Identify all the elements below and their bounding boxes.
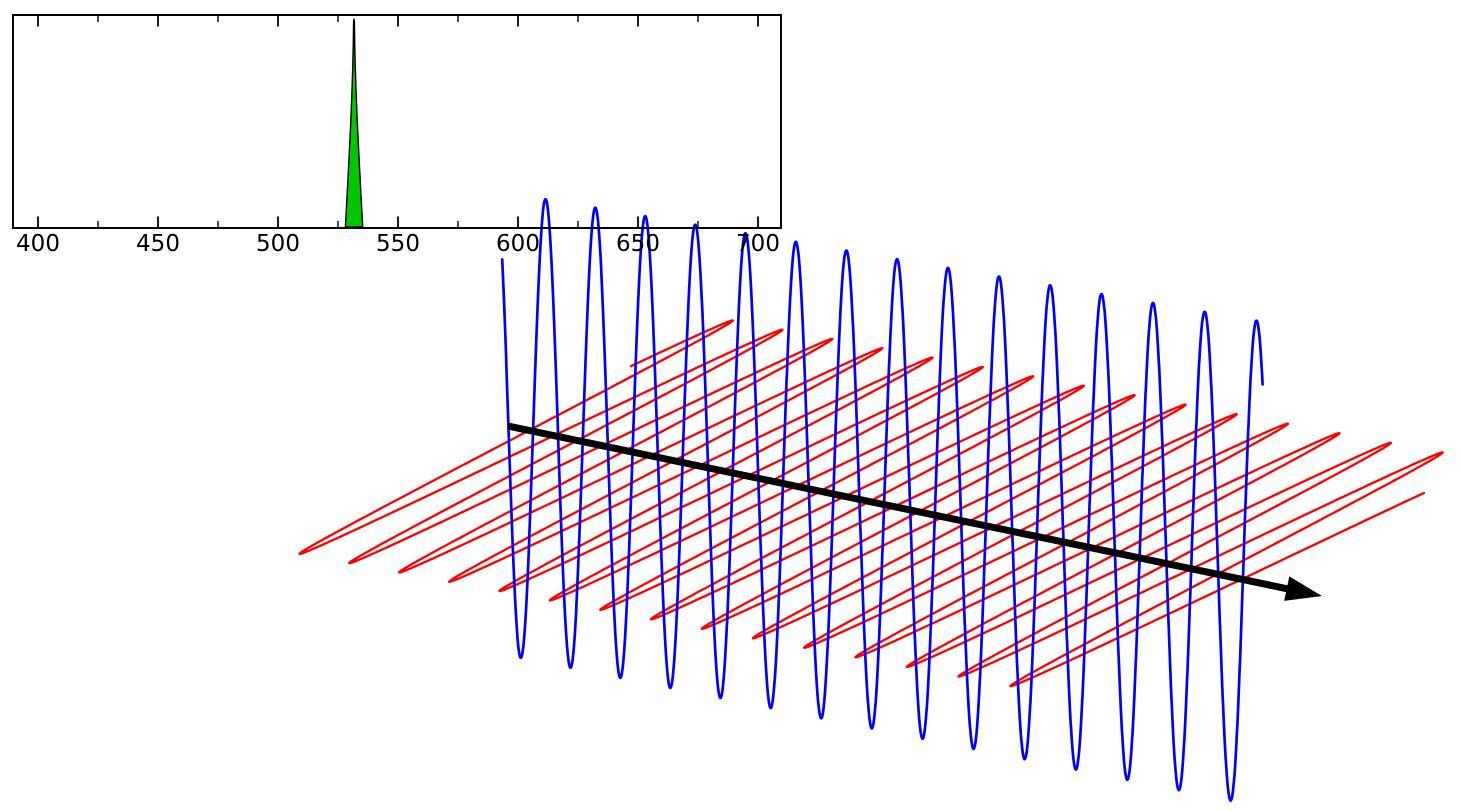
x-tick-label: 600 [496, 231, 540, 257]
x-tick-label: 650 [616, 231, 660, 257]
spectrum-plot: 400 450 500 550 600 650 700 [12, 14, 782, 257]
x-tick-label: 550 [376, 231, 420, 257]
b-field-curve [298, 319, 1444, 688]
spectrum-frame [12, 14, 782, 229]
x-tick-label: 450 [136, 231, 180, 257]
emission-peak [344, 18, 364, 228]
e-field-curve [500, 197, 1264, 802]
propagation-arrow-head [1284, 576, 1322, 601]
x-tick-label: 400 [16, 231, 60, 257]
x-tick-label: 500 [256, 231, 300, 257]
propagation-arrow-shaft [507, 422, 1294, 594]
x-tick-label: 700 [736, 231, 780, 257]
